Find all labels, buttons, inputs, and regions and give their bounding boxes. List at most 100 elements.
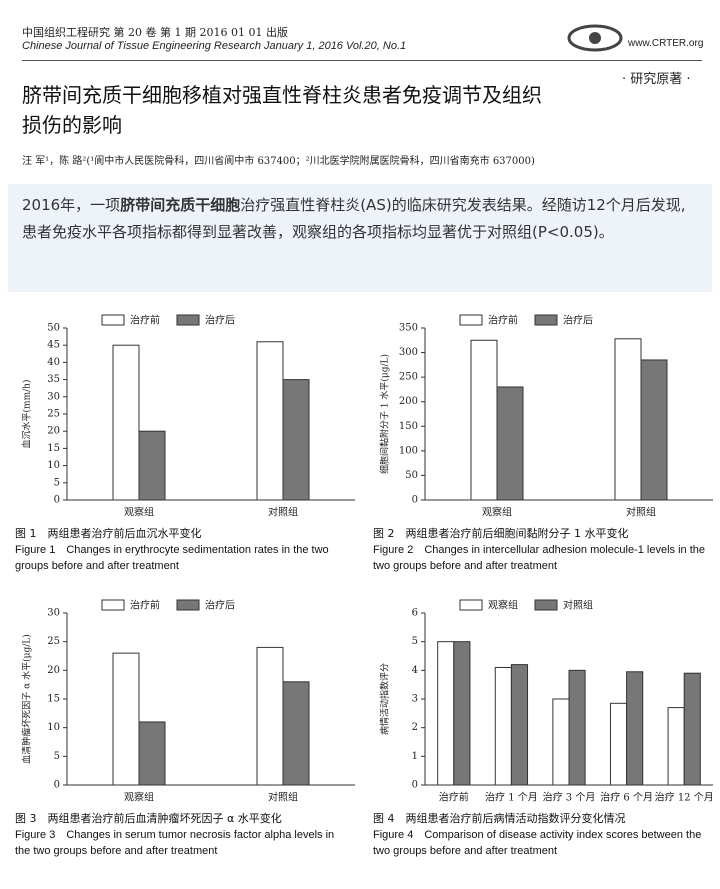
bar: [494, 666, 512, 786]
summary: 2016年，一项脐带间充质干细胞治疗强直性脊柱炎(AS)的临床研究发表结果。经随…: [8, 184, 712, 292]
bar: [496, 386, 524, 501]
y-tick-label: 250: [399, 372, 418, 383]
summary-text: 治疗强直性脊柱炎(AS)的临床研究发表结果。经随访12个月后发现,患者免疫水平各…: [22, 196, 686, 241]
y-tick-label: 15: [47, 443, 60, 454]
logo: [567, 24, 623, 52]
figure-caption: Figure 2 Changes in intercellular adhesi…: [373, 544, 706, 572]
y-tick-label: 40: [47, 357, 60, 368]
article-title: 脐带间充质干细胞移植对强直性脊柱炎患者免疫调节及组织损伤的影响: [22, 83, 542, 137]
x-tick-label: 对照组: [626, 506, 656, 519]
bar: [138, 430, 166, 501]
bar: [510, 664, 529, 786]
legend-label: 治疗后: [563, 314, 593, 327]
bar: [282, 681, 310, 786]
figure-caption: Figure 1 Changes in erythrocyte sediment…: [15, 544, 329, 572]
legend-swatch: [534, 599, 558, 611]
authors: 汪 军¹，陈 路²(¹阆中市人民医院骨科，四川省阆中市 637400；²川北医学…: [22, 156, 535, 167]
legend-label: 治疗前: [130, 599, 160, 612]
y-tick-label: 300: [399, 347, 418, 358]
y-axis-label: 血沉水平(mm/h): [21, 380, 33, 449]
legend-label: 治疗后: [205, 314, 235, 327]
y-tick-label: 4: [412, 665, 418, 676]
y-tick-label: 20: [47, 426, 60, 437]
y-tick-label: 0: [54, 780, 60, 791]
bar: [256, 341, 284, 501]
figure-caption: 图 4 两组患者治疗前后病情活动指数评分变化情况: [373, 812, 626, 825]
bar: [667, 707, 685, 786]
bar: [256, 646, 284, 786]
figure-caption: 图 2 两组患者治疗前后细胞间黏附分子 1 水平变化: [373, 527, 629, 540]
figure-caption: 图 1 两组患者治疗前后血沉水平变化: [15, 527, 202, 540]
y-axis-label: 细胞间黏附分子 1 水平(μg/L): [379, 354, 391, 474]
bar: [437, 641, 455, 786]
y-tick-label: 30: [47, 391, 60, 402]
y-tick-label: 0: [412, 495, 418, 506]
figure: 血沉水平(mm/h) 0 5 10 15 20 25 30 35 40 45 50 治疗前 治疗后 观察组 对…: [15, 312, 360, 574]
figure-caption: Figure 4 Comparison of disease activity …: [373, 829, 702, 857]
bar: [609, 702, 628, 786]
y-tick-label: 100: [399, 445, 418, 456]
y-axis-label: 血清肿瘤坏死因子 α 水平(μg/L): [21, 634, 33, 763]
legend-label: 治疗前: [488, 314, 518, 327]
bar: [640, 359, 668, 501]
y-tick-label: 6: [412, 608, 418, 619]
x-tick-label: 观察组: [124, 506, 154, 519]
y-tick-label: 45: [47, 340, 60, 351]
legend-swatch: [534, 314, 558, 326]
y-tick-label: 50: [405, 470, 418, 481]
y-tick-label: 5: [412, 636, 418, 647]
y-tick-label: 30: [47, 608, 60, 619]
figure-caption: 图 3 两组患者治疗前后血清肿瘤坏死因子 α 水平变化: [15, 812, 282, 825]
y-tick-label: 10: [47, 460, 60, 471]
y-tick-label: 5: [54, 751, 60, 762]
x-tick-label: 对照组: [268, 791, 298, 804]
x-tick-label: 观察组: [124, 791, 154, 804]
y-tick-label: 3: [412, 694, 418, 705]
y-tick-label: 35: [47, 374, 60, 385]
bar: [138, 721, 166, 786]
header-rule: [22, 60, 702, 61]
bar: [282, 379, 310, 501]
bar: [112, 344, 140, 501]
bar: [470, 339, 498, 501]
figure: 血清肿瘤坏死因子 α 水平(μg/L) 0 5 10 15 20 25 30 治疗前 治疗后 观察组…: [15, 597, 360, 859]
y-axis-label: 病情活动指数评分: [379, 663, 391, 735]
journal-cn: 中国组织工程研究 第 20 卷 第 1 期 2016 01 01 出版: [22, 26, 288, 39]
y-tick-label: 200: [399, 396, 418, 407]
x-tick-label: 治疗 1 个月: [485, 791, 538, 804]
figure: 病情活动指数评分 0 1 2 3 4 5 6 观察组 对照组 治疗前 治疗 1 个月 治疗 3 个月 治疗…: [373, 597, 718, 859]
bar: [453, 641, 471, 786]
y-tick-label: 20: [47, 665, 60, 676]
y-tick-label: 5: [54, 477, 60, 488]
legend-swatch: [176, 314, 200, 326]
legend-swatch: [101, 314, 125, 326]
y-tick-label: 50: [47, 323, 60, 334]
legend-label: 治疗后: [205, 599, 235, 612]
section-label: · 研究原著 ·: [622, 72, 691, 87]
x-tick-label: 治疗 12 个月: [655, 791, 714, 804]
bar: [112, 652, 140, 786]
chart: 细胞间黏附分子 1 水平(μg/L) 0 50 100 150 200 250 300 350 治…: [379, 314, 713, 519]
y-tick-label: 15: [47, 694, 60, 705]
y-tick-label: 1: [412, 751, 418, 762]
bar: [626, 671, 644, 786]
x-tick-label: 观察组: [482, 506, 512, 519]
y-tick-label: 150: [399, 421, 418, 432]
y-tick-label: 350: [399, 323, 418, 334]
summary-text: 脐带间充质干细胞: [120, 196, 241, 214]
x-tick-label: 治疗 6 个月: [600, 791, 653, 804]
y-tick-label: 25: [47, 409, 60, 420]
website: www.CRTER.org: [628, 38, 704, 49]
y-tick-label: 0: [412, 780, 418, 791]
y-tick-label: 0: [54, 495, 60, 506]
legend-label: 治疗前: [130, 314, 160, 327]
x-tick-label: 治疗 3 个月: [543, 791, 596, 804]
journal-en: Chinese Journal of Tissue Engineering Re…: [22, 40, 407, 52]
legend-label: 观察组: [488, 599, 518, 612]
legend-swatch: [176, 599, 200, 611]
x-tick-label: 治疗前: [439, 791, 469, 804]
legend-swatch: [459, 599, 483, 611]
